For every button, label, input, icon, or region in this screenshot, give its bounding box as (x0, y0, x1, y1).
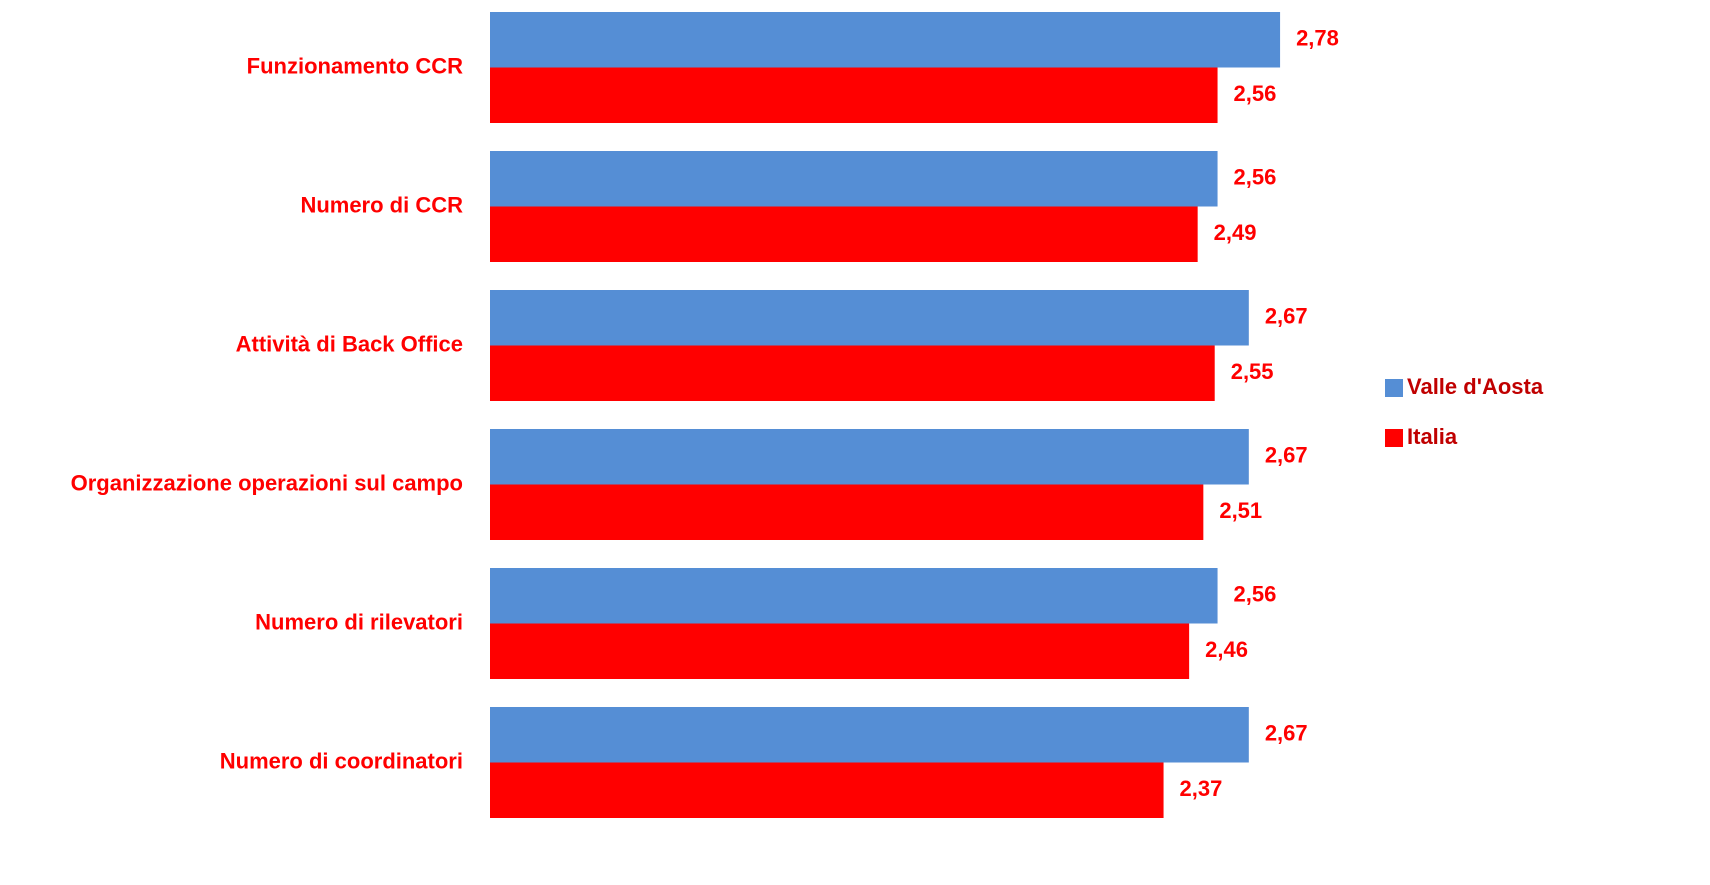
bar (490, 707, 1249, 763)
category-label: Organizzazione operazioni sul campo (71, 470, 463, 495)
category-label: Numero di coordinatori (220, 748, 463, 773)
value-label: 2,49 (1214, 220, 1257, 245)
value-label: 2,46 (1205, 637, 1248, 662)
value-label: 2,37 (1180, 776, 1223, 801)
bar (490, 568, 1218, 624)
value-label: 2,78 (1296, 26, 1339, 51)
value-label: 2,56 (1234, 165, 1277, 190)
category-label: Numero di rilevatori (255, 609, 463, 634)
bar (490, 12, 1281, 68)
bar (490, 290, 1249, 346)
category-label: Attività di Back Office (236, 331, 463, 356)
bar (490, 151, 1218, 207)
value-label: 2,67 (1265, 304, 1308, 329)
legend-label: Italia (1407, 424, 1458, 449)
value-label: 2,51 (1219, 498, 1262, 523)
value-label: 2,67 (1265, 721, 1308, 746)
value-label: 2,55 (1231, 359, 1274, 384)
category-label: Numero di CCR (300, 192, 463, 217)
value-label: 2,56 (1234, 81, 1277, 106)
bar (490, 429, 1249, 485)
legend-swatch (1385, 429, 1403, 447)
bar (490, 345, 1215, 401)
bar (490, 484, 1204, 540)
legend-swatch (1385, 379, 1403, 397)
value-label: 2,56 (1234, 582, 1277, 607)
value-label: 2,67 (1265, 443, 1308, 468)
bar (490, 623, 1190, 679)
bar (490, 206, 1198, 262)
category-label: Funzionamento CCR (247, 53, 463, 78)
bar (490, 762, 1164, 818)
legend-label: Valle d'Aosta (1407, 374, 1544, 399)
bar (490, 67, 1218, 123)
